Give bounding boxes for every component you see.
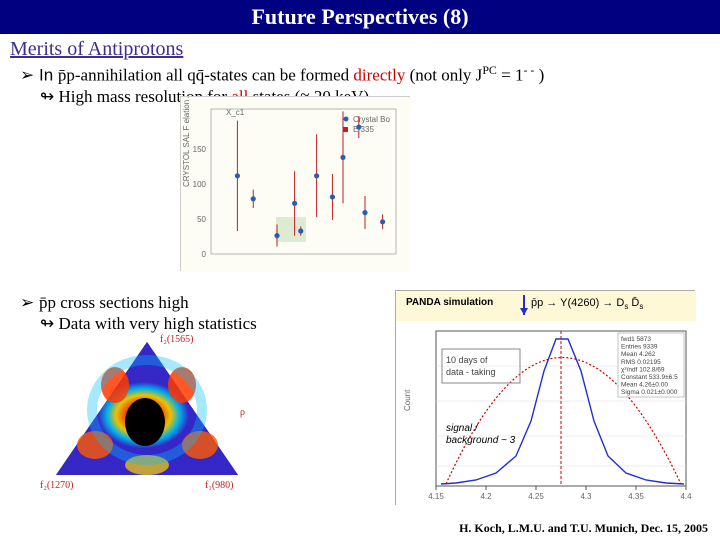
svg-text:0: 0	[202, 250, 207, 259]
scatter-chart: Crystal Bo E 335 0 50 100 150 CRYSTOL SA…	[180, 96, 410, 271]
tri-top: f₂(1565)	[160, 334, 193, 345]
bullet-1: ➢ In p̄p-annihilation all qq̄-states can…	[0, 63, 720, 87]
svg-text:Sigma 0.021±0.000: Sigma 0.021±0.000	[621, 389, 678, 396]
tri-bl: f₂(1270)	[40, 480, 73, 491]
svg-text:Constant 533.9±6.5: Constant 533.9±6.5	[621, 374, 678, 381]
panda-box-l2: data - taking	[446, 367, 496, 377]
tri-br: f₁(980)	[205, 480, 233, 491]
b1-pp: p̄p	[58, 66, 75, 85]
svg-text:χ²/ndf 102.8/69: χ²/ndf 102.8/69	[621, 366, 665, 373]
b1-pc: PC	[482, 63, 497, 77]
b1-mm: - -	[523, 63, 534, 77]
svg-text:50: 50	[197, 215, 206, 224]
panda-title: PANDA simulation	[406, 297, 493, 308]
scatter-ylabel: CRYSTOL SAL F elation /2 My (t)	[182, 97, 191, 187]
b2-chev: ➢	[20, 293, 39, 312]
svg-text:RMS 0.02195: RMS 0.02195	[621, 359, 661, 366]
svg-text:fwd1 5873: fwd1 5873	[621, 336, 651, 343]
svg-text:Mean 4.262: Mean 4.262	[621, 351, 656, 358]
b1-eq: = 1	[497, 66, 524, 85]
section-heading: Merits of Antiprotons	[0, 34, 720, 63]
svg-text:Mean 4.26±0.00: Mean 4.26±0.00	[621, 382, 668, 389]
scatter-svg: Crystal Bo E 335 0 50 100 150 CRYSTOL SA…	[181, 97, 411, 272]
panda-box-l1: 10 days of	[446, 355, 488, 365]
b1-close: )	[534, 66, 544, 85]
panda-annot2: background ~ 3	[446, 435, 516, 446]
b1-p1: -states can be formed	[204, 66, 353, 85]
svg-text:Entries 9339: Entries 9339	[621, 344, 658, 351]
panda-yl: Count	[403, 389, 412, 411]
svg-text:100: 100	[193, 180, 207, 189]
dalitz-svg: f₂(1565) ρ f₂(1270) f₁(980)	[40, 330, 255, 495]
panda-plot: PANDA simulation p̄p → Y(4260) → Ds D̄s …	[395, 290, 695, 505]
panda-annot1: signal /	[446, 423, 479, 434]
svg-text:4.35: 4.35	[628, 492, 644, 501]
panda-svg: PANDA simulation p̄p → Y(4260) → Ds D̄s …	[396, 291, 696, 506]
scatter-annot: X_c1	[226, 108, 245, 117]
b2-pp: p̄p	[39, 293, 56, 312]
svg-text:4.2: 4.2	[480, 492, 492, 501]
dalitz-plot: f₂(1565) ρ f₂(1270) f₁(980)	[40, 330, 255, 495]
slide-title: Future Perspectives (8)	[0, 0, 720, 34]
b2-post: cross sections high	[56, 293, 189, 312]
slide-footer: H. Koch, L.M.U. and T.U. Munich, Dec. 15…	[459, 521, 708, 536]
svg-text:4.4: 4.4	[680, 492, 692, 501]
svg-text:4.15: 4.15	[428, 492, 444, 501]
b1-directly: directly	[353, 66, 405, 85]
b1-qbar: q̄	[196, 66, 205, 85]
b1-mid: -annihilation all q	[75, 66, 196, 85]
legend-1: E 335	[353, 125, 374, 134]
b1-p2: (not only J	[405, 66, 482, 85]
tri-right: ρ	[240, 407, 245, 418]
svg-text:4.25: 4.25	[528, 492, 544, 501]
b1-chev: ➢ In	[20, 66, 58, 85]
svg-text:4.3: 4.3	[580, 492, 592, 501]
svg-text:150: 150	[193, 145, 207, 154]
